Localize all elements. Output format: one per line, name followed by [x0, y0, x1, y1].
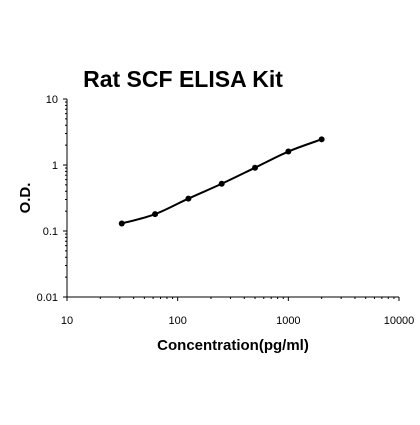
data-point [318, 136, 325, 143]
data-point [252, 164, 259, 171]
y-tick-label: 1 [52, 160, 58, 172]
x-tick-label: 10 [61, 315, 73, 327]
x-tick-label: 1000 [276, 315, 300, 327]
y-tick-label: 10 [46, 94, 58, 106]
x-tick-label: 10000 [384, 315, 415, 327]
y-tick-label: 0.1 [43, 226, 58, 238]
y-tick-label: 0.01 [37, 292, 58, 304]
data-point [218, 180, 225, 187]
data-point [285, 148, 292, 155]
chart-title: Rat SCF ELISA Kit [83, 66, 283, 92]
x-axis-label: Concentration(pg/ml) [157, 337, 309, 354]
data-point [118, 220, 125, 227]
axes: 0.01 0.1 1 10 10 100 1000 10000 [37, 94, 415, 327]
y-axis-label: O.D. [17, 183, 34, 214]
data-point [152, 211, 159, 218]
data-point [185, 195, 192, 202]
data-points [118, 136, 325, 227]
x-tick-label: 100 [168, 315, 186, 327]
